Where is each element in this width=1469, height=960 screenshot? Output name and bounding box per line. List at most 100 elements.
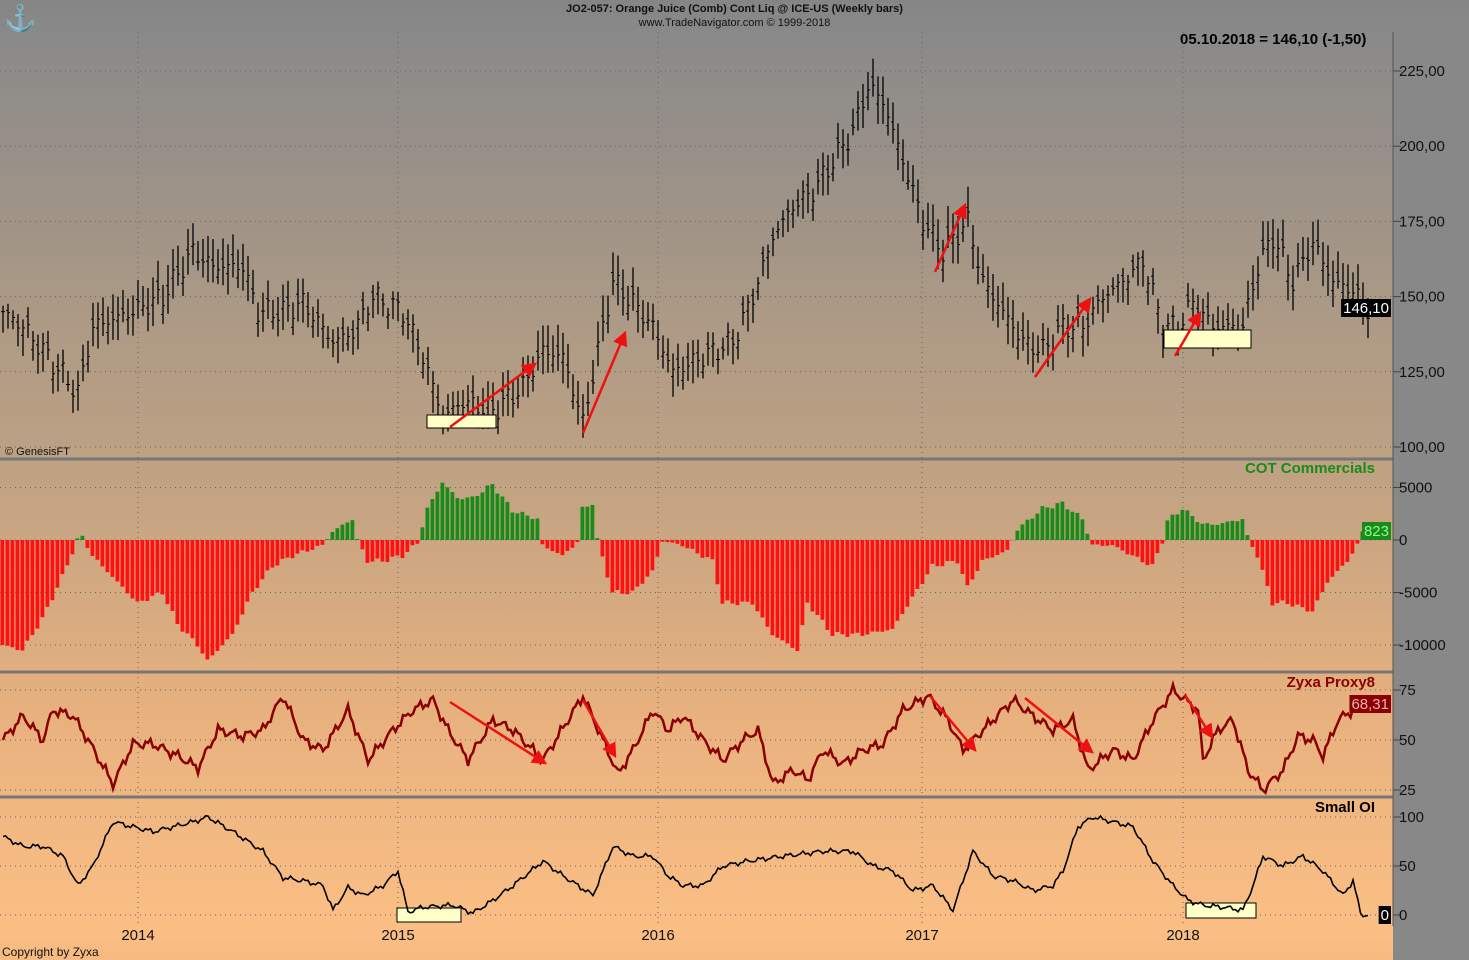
cot-bar xyxy=(320,540,325,545)
cot-bar xyxy=(1235,521,1240,540)
cot-bar xyxy=(970,540,975,580)
cot-bar xyxy=(870,540,875,632)
cot-bar xyxy=(765,540,770,627)
cot-bar xyxy=(1190,516,1195,540)
cot-bar xyxy=(355,539,360,540)
cot-bar xyxy=(1085,533,1090,540)
y-tick-label: 100,00 xyxy=(1399,439,1445,456)
cot-bar xyxy=(1280,540,1285,601)
cot-bar xyxy=(120,540,125,587)
cot-bar xyxy=(100,540,105,567)
cot-bar xyxy=(210,540,215,656)
cot-bar xyxy=(800,540,805,626)
cot-bar xyxy=(695,540,700,554)
cot-bar xyxy=(460,499,465,540)
cot-bar xyxy=(1350,540,1355,554)
cot-bar xyxy=(815,540,820,615)
cot-bar xyxy=(105,540,110,573)
cot-bar xyxy=(285,540,290,558)
cot-bar xyxy=(1000,540,1005,553)
cot-bar xyxy=(760,540,765,618)
cot-bar xyxy=(780,540,785,641)
cot-bar xyxy=(1205,523,1210,540)
cot-bar xyxy=(995,540,1000,556)
y-tick-label: 0 xyxy=(1399,532,1407,549)
y-tick-label: 125,00 xyxy=(1399,364,1445,381)
cot-bar xyxy=(465,497,470,540)
cot-bar xyxy=(1150,540,1155,565)
cot-bar xyxy=(350,520,355,540)
cot-bar xyxy=(395,540,400,556)
cot-bar xyxy=(925,540,930,575)
cot-bar xyxy=(1295,540,1300,605)
cot-bar xyxy=(1275,540,1280,604)
cot-bar xyxy=(1050,508,1055,540)
cot-bar xyxy=(1005,540,1010,550)
small-oi-line xyxy=(2,814,1369,918)
cot-bar xyxy=(480,492,485,540)
cot-bar xyxy=(600,540,605,557)
cot-bar xyxy=(830,540,835,636)
cot-title: COT Commercials xyxy=(1244,460,1375,477)
cot-bar xyxy=(675,540,680,544)
last-value-label: 146,10 xyxy=(1343,300,1389,317)
cot-bar xyxy=(1035,513,1040,540)
cot-bar xyxy=(1260,540,1265,570)
cot-bar xyxy=(1330,540,1335,577)
cot-bar xyxy=(560,540,565,556)
cot-bar xyxy=(825,540,830,630)
highlight-box xyxy=(426,414,497,429)
annotation-arrow xyxy=(1024,697,1094,754)
cot-bar xyxy=(345,522,350,540)
cot-bar xyxy=(705,540,710,558)
cot-bar xyxy=(1025,519,1030,540)
last-value-badge xyxy=(1361,522,1391,540)
annotation-arrow xyxy=(933,202,967,273)
cot-bar xyxy=(1265,540,1270,586)
highlight-box xyxy=(396,907,462,923)
cot-bar xyxy=(790,540,795,648)
cot-bar xyxy=(820,540,825,620)
highlight-box xyxy=(1163,329,1252,349)
cot-bar xyxy=(785,540,790,644)
cot-bar xyxy=(75,538,80,540)
cot-bar xyxy=(640,540,645,584)
cot-bar xyxy=(770,540,775,636)
source-label: © GenesisFT xyxy=(5,446,70,458)
cot-bar xyxy=(475,495,480,540)
cot-bar xyxy=(860,540,865,636)
cot-bar xyxy=(425,507,430,540)
axis-area xyxy=(1393,32,1469,960)
y-tick-label: 175,00 xyxy=(1399,213,1445,230)
cot-bar xyxy=(575,540,580,543)
cot-bar xyxy=(1310,540,1315,612)
cot-bar xyxy=(1255,540,1260,558)
cot-bar xyxy=(1160,540,1165,544)
cot-bar xyxy=(295,540,300,554)
cot-bar xyxy=(150,540,155,596)
cot-bar xyxy=(735,540,740,606)
y-tick-label: 5000 xyxy=(1399,480,1432,497)
cot-bar xyxy=(65,540,70,566)
cot-bar xyxy=(525,515,530,540)
cot-bar xyxy=(390,540,395,557)
cot-bar xyxy=(265,540,270,571)
cot-bar xyxy=(55,540,60,588)
cot-bar xyxy=(20,540,25,651)
cot-bar xyxy=(955,540,960,564)
cot-bar xyxy=(1105,540,1110,546)
x-tick-label: 2016 xyxy=(641,927,674,944)
cot-bar xyxy=(635,540,640,587)
cot-bar xyxy=(250,540,255,592)
cot-bar xyxy=(950,540,955,561)
cot-bar xyxy=(1230,520,1235,540)
cot-bar xyxy=(880,540,885,632)
cot-bar xyxy=(980,540,985,560)
cot-bar xyxy=(300,540,305,551)
cot-bar xyxy=(1200,523,1205,540)
cot-bar xyxy=(1185,510,1190,540)
cot-bar xyxy=(1100,540,1105,546)
cot-bar xyxy=(1110,540,1115,546)
cot-bar xyxy=(645,540,650,577)
